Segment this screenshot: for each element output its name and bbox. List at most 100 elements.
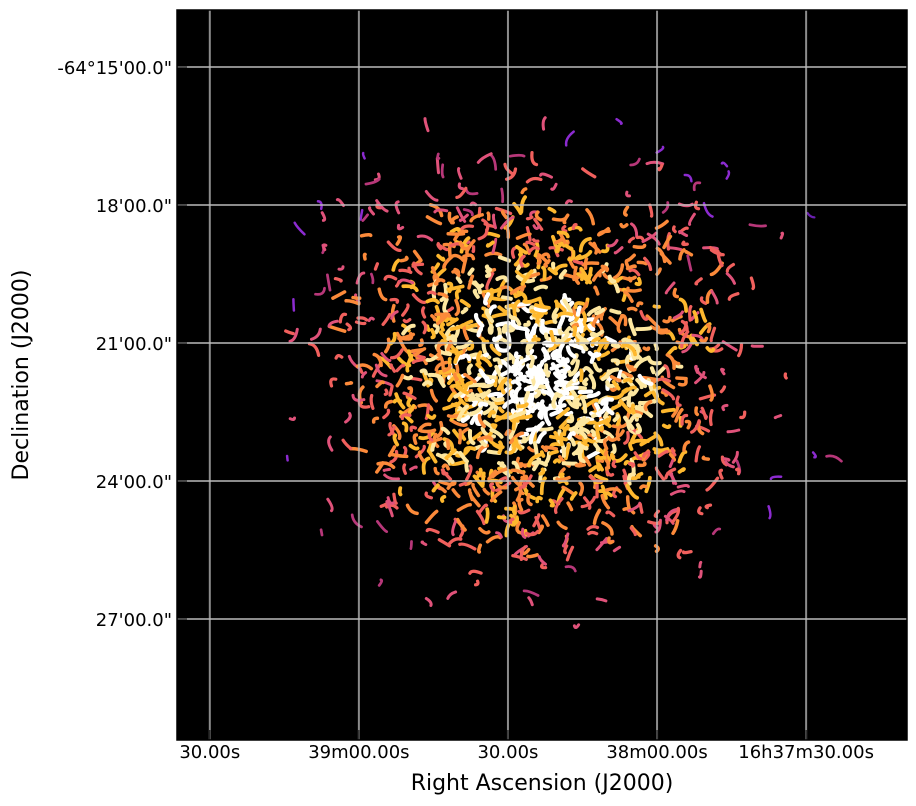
emission-blob	[462, 208, 474, 217]
emission-blob	[748, 223, 767, 228]
emission-blob	[473, 312, 485, 328]
emission-blob	[687, 212, 696, 226]
emission-blob	[380, 352, 392, 363]
emission-blob	[520, 527, 527, 539]
emission-blob	[694, 364, 699, 374]
emission-blob	[355, 271, 366, 285]
emission-blob	[635, 422, 642, 435]
emission-blob	[477, 401, 489, 408]
emission-blob	[710, 289, 719, 305]
emission-blob	[525, 240, 536, 247]
emission-blob	[556, 230, 570, 239]
y-tick-label: 18'00.0"	[96, 196, 172, 217]
emission-blob	[516, 402, 529, 409]
emission-blob	[536, 252, 550, 265]
emission-blob	[605, 510, 616, 518]
emission-blob	[556, 520, 568, 531]
emission-blob	[524, 529, 540, 537]
emission-blob	[539, 450, 546, 458]
emission-blob	[464, 459, 469, 473]
emission-blob	[519, 545, 527, 562]
emission-blob	[609, 374, 622, 383]
emission-blob	[360, 371, 368, 379]
emission-blob	[471, 482, 481, 498]
emission-blob	[661, 201, 670, 214]
emission-blob	[553, 496, 564, 515]
emission-blob	[544, 445, 559, 451]
emission-blob	[543, 351, 551, 360]
emission-blob	[610, 443, 617, 455]
emission-blob	[577, 389, 594, 395]
emission-blob	[544, 363, 550, 378]
emission-blob	[392, 492, 398, 505]
emission-blob	[450, 400, 462, 408]
emission-blob	[436, 315, 448, 326]
emission-blob	[709, 326, 717, 343]
emission-blob	[564, 565, 577, 573]
emission-blob	[362, 252, 367, 261]
x-tick-label: 39m00.00s	[308, 742, 409, 763]
emission-blob	[482, 401, 495, 416]
emission-blob	[525, 348, 535, 359]
emission-blob	[383, 388, 389, 396]
emission-blob	[699, 296, 708, 306]
emission-blob	[612, 414, 620, 423]
emission-blob	[459, 298, 471, 308]
emission-blob	[442, 437, 455, 452]
emission-blob	[436, 152, 441, 160]
emission-blob	[652, 447, 670, 453]
emission-blob	[571, 427, 588, 440]
emission-blob	[495, 275, 509, 283]
emission-blob	[455, 206, 467, 223]
emission-blob	[532, 513, 541, 528]
emission-blob	[480, 388, 492, 399]
emission-blob	[662, 315, 672, 324]
emission-blob	[583, 366, 594, 375]
emission-blob	[595, 458, 605, 463]
y-tick-label: 21'00.0"	[96, 334, 172, 355]
emission-blob	[572, 325, 578, 337]
emission-blob	[556, 302, 567, 313]
emission-blob	[660, 390, 669, 397]
emission-blob	[326, 273, 332, 292]
emission-blob	[495, 531, 503, 539]
emission-blob	[426, 436, 443, 445]
emission-blob	[425, 298, 440, 305]
emission-blob	[369, 393, 375, 410]
emission-blob	[537, 524, 544, 535]
emission-blob	[600, 369, 611, 382]
emission-blob	[515, 520, 521, 533]
emission-blob	[722, 457, 731, 462]
emission-blob	[660, 407, 676, 414]
emission-blob	[409, 425, 418, 432]
emission-blob	[552, 458, 562, 464]
emission-blob	[482, 487, 491, 496]
emission-blob	[725, 272, 736, 285]
emission-blob	[574, 445, 584, 456]
emission-blob	[550, 349, 557, 358]
emission-blob	[594, 421, 601, 440]
emission-blob	[567, 430, 576, 440]
emission-blob	[528, 245, 540, 254]
emission-blob	[528, 401, 541, 412]
emission-blob	[562, 385, 579, 396]
emission-blob	[637, 373, 654, 387]
emission-blob	[540, 514, 550, 527]
emission-blob	[513, 437, 523, 451]
emission-blob	[476, 350, 483, 366]
emission-blob	[455, 517, 467, 532]
emission-blob	[407, 404, 416, 415]
emission-blob	[524, 328, 530, 340]
emission-blob	[382, 467, 391, 472]
emission-blob	[600, 264, 610, 273]
emission-blob	[449, 460, 466, 467]
emission-blob	[731, 450, 739, 464]
emission-blob	[449, 226, 461, 234]
emission-blob	[670, 472, 678, 486]
emission-blob	[388, 384, 394, 397]
emission-blob	[409, 540, 413, 550]
emission-blob	[412, 261, 423, 276]
emission-blob	[426, 413, 437, 420]
emission-blob	[370, 272, 375, 285]
